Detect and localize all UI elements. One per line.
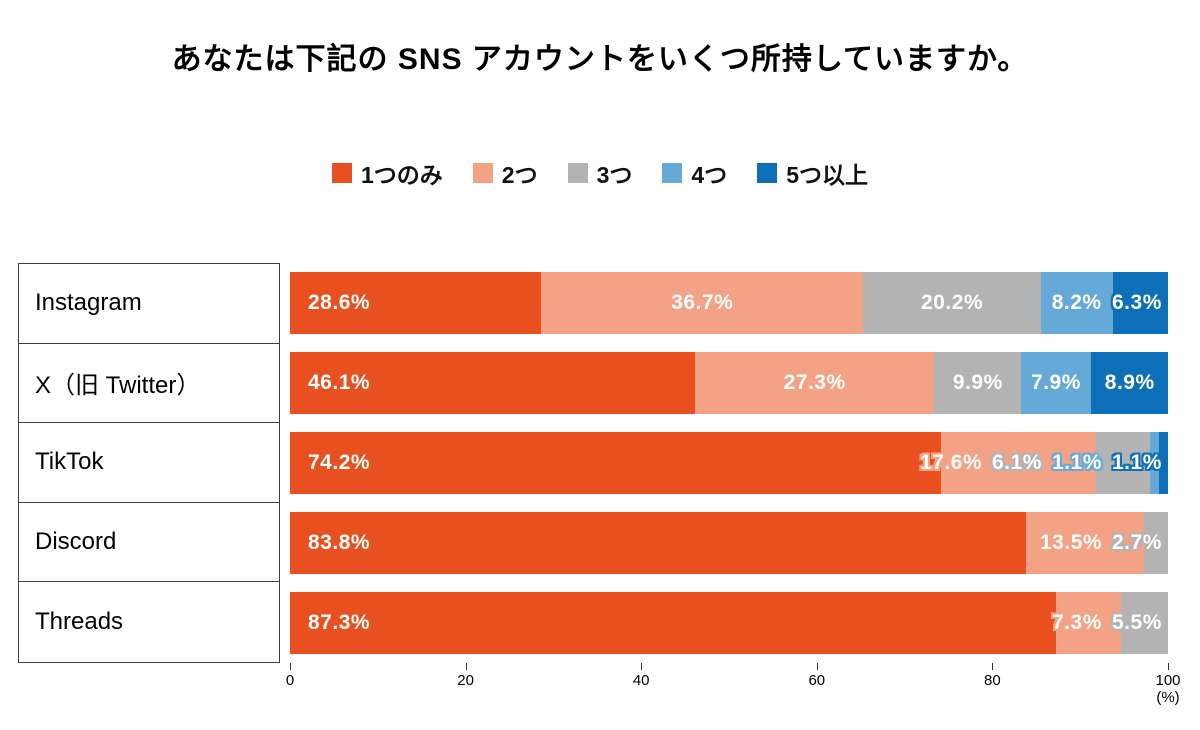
legend-swatch-icon [567, 163, 588, 183]
segment-value-label: 83.8% [308, 531, 371, 554]
bar-segment [1149, 432, 1160, 494]
bar-segment [694, 352, 935, 414]
axis-tick-label: 0 [285, 672, 295, 689]
chart-title: あなたは下記の SNS アカウントをいくつ所持していますか。 [171, 43, 1029, 76]
bar-segment [1112, 272, 1168, 334]
segment-value-label: 13.5% [1040, 531, 1103, 554]
bar-segment [1056, 592, 1121, 654]
axis-tick-label: 20 [457, 672, 474, 689]
bar-segment [941, 432, 1096, 494]
category-label-0: Instagram [19, 264, 279, 344]
segment-value-label: 1.1% [1052, 451, 1102, 474]
segment-value-label: 20.2% [921, 291, 984, 314]
segment-value-label: 7.3% [1052, 611, 1102, 634]
axis-tick [816, 663, 818, 670]
bar-segment [1090, 352, 1168, 414]
bar-segment [1159, 432, 1168, 494]
bar-segment [290, 432, 942, 494]
segment-value-label: 9.9% [952, 371, 1003, 394]
axis-tick [1168, 663, 1169, 670]
bar-segment [1144, 512, 1168, 574]
bar-segment [290, 352, 695, 414]
segment-value-label: 36.7% [671, 291, 734, 314]
x-axis: 0 20 40 60 80 100 (%) [286, 663, 1181, 706]
bar-segment [290, 512, 1026, 574]
axis-tick-label: 60 [808, 672, 826, 689]
segment-value-label: 2.7% [1112, 531, 1162, 554]
bar-row-instagram: 28.6% 36.7% 20.2% 8.2% 6.3% [290, 272, 1168, 334]
legend: 1つのみ 2つ 3つ 4つ 5つ以上 [0, 156, 1200, 190]
legend-label: 2つ [501, 162, 538, 188]
axis-tick-label: 100 [1155, 672, 1181, 689]
segment-value-label: 27.3% [783, 371, 846, 394]
plot-area: 28.6% 36.7% 20.2% 8.2% 6.3% 46.1% 27.3% 9.9% 7.9… [290, 263, 1168, 663]
legend-label: 4つ [691, 162, 728, 188]
segment-value-label: 46.1% [308, 371, 371, 394]
bar-row-tiktok: 74.2% 17.6% 6.1% 1.1% 1.1% [290, 432, 1168, 494]
bar-segment [1021, 352, 1091, 414]
legend-item-5: 5つ以上 [757, 156, 868, 190]
bar-segment [863, 272, 1041, 334]
category-label-3: Discord [19, 503, 279, 583]
axis-tick-label: 80 [984, 672, 1001, 689]
legend-item-4: 4つ [662, 156, 727, 190]
bar-segment [1040, 272, 1113, 334]
legend-swatch-icon [472, 163, 493, 183]
category-label-2: TikTok [19, 423, 279, 503]
segment-value-label: 87.3% [308, 611, 371, 634]
category-table: Instagram X（旧 Twitter） TikTok Discord Thread… [18, 263, 280, 663]
segment-value-label: 6.3% [1112, 291, 1162, 314]
legend-swatch-icon [662, 163, 683, 183]
bar-segment [541, 272, 864, 334]
category-label-4: Threads [35, 608, 124, 636]
category-label-1: X（旧 Twitter） [19, 344, 279, 424]
axis-tick-label: 40 [632, 672, 650, 689]
chart: Instagram X（旧 Twitter） TikTok Discord Thread… [18, 263, 1182, 706]
segment-value-label: 8.2% [1051, 291, 1102, 314]
bar-segment [934, 352, 1022, 414]
bar-segment [1120, 592, 1168, 654]
legend-label: 5つ以上 [786, 162, 868, 188]
legend-swatch-icon [332, 163, 352, 183]
axis-tick [465, 663, 467, 670]
bar-row-discord: 83.8% 13.5% 2.7% [290, 512, 1168, 574]
bar-segment [1096, 432, 1150, 494]
segment-value-label: 28.6% [308, 291, 371, 314]
axis-unit-label: (%) [1156, 689, 1180, 706]
segment-value-label: 74.2% [308, 451, 371, 474]
segment-value-label: 1.1% [1112, 451, 1162, 474]
segment-value-label: 7.9% [1031, 371, 1081, 394]
segment-value-label: 5.5% [1112, 611, 1162, 634]
legend-item-1: 1つのみ [332, 156, 443, 190]
axis-tick [992, 663, 994, 670]
legend-swatch-icon [757, 163, 778, 183]
bar-segment [290, 592, 1057, 654]
bar-row-threads: 87.3% 7.3% 5.5% [290, 592, 1168, 654]
segment-value-label: 17.6% [920, 451, 983, 474]
legend-item-3: 3つ [567, 156, 633, 190]
segment-value-label: 8.9% [1104, 371, 1155, 394]
bar-segment [1025, 512, 1145, 574]
bar-row-x-twitter: 46.1% 27.3% 9.9% 7.9% 8.9% [290, 352, 1168, 414]
segment-value-label: 6.1% [992, 451, 1042, 474]
axis-tick [641, 663, 643, 670]
legend-label: 1つのみ [361, 162, 443, 188]
legend-item-2: 2つ [472, 156, 538, 190]
legend-label: 3つ [596, 162, 633, 188]
axis-tick [290, 663, 291, 670]
bar-segment [290, 272, 542, 334]
